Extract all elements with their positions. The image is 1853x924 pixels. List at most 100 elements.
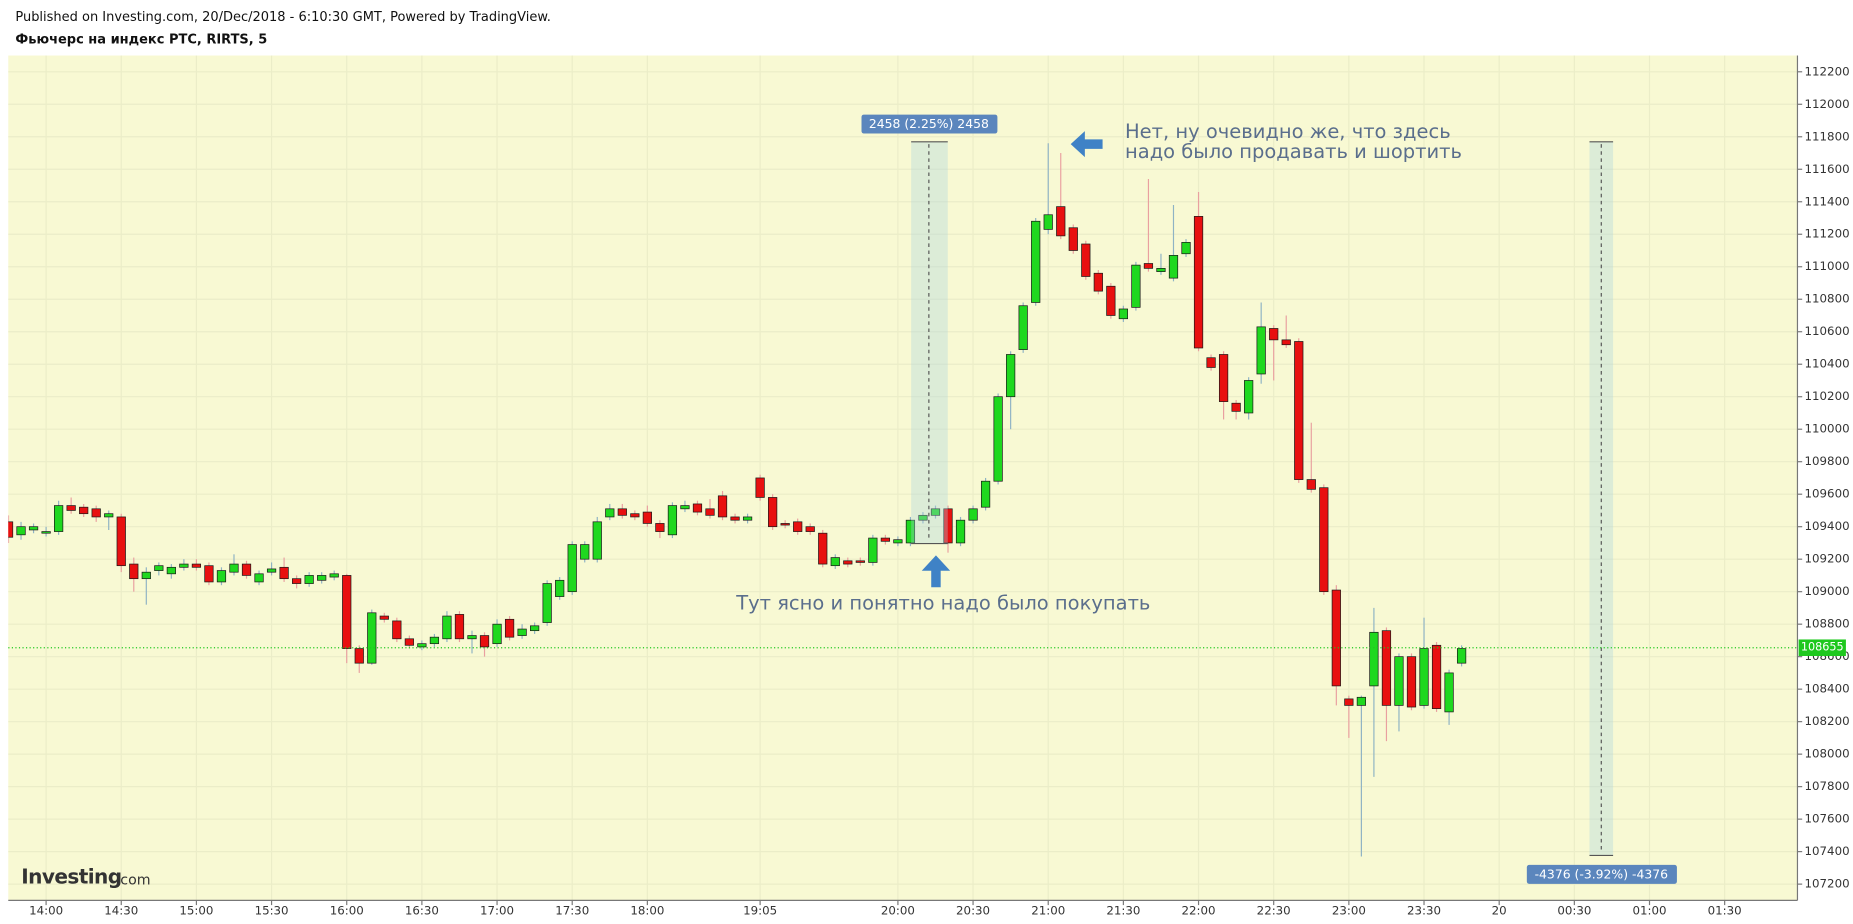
x-tick-label: 21:00 [1031, 904, 1065, 918]
candle-body [1018, 305, 1028, 350]
candle-body [166, 566, 176, 575]
buy-note: Тут ясно и понятно надо было покупать [735, 591, 1150, 614]
candle-body [1218, 354, 1229, 402]
grid [8, 55, 1798, 901]
candle-body [943, 508, 953, 544]
measure-label: -4376 (-3.92%) -4376 [1535, 866, 1669, 881]
published-line: Published on Investing.com, 20/Dec/2018 … [15, 10, 551, 25]
candle-body [179, 563, 189, 568]
y-tick-label: 109800 [1805, 454, 1850, 468]
candle-body [780, 523, 790, 526]
candle-body [1419, 648, 1429, 706]
candle-body [1093, 272, 1103, 292]
x-tick-label: 15:30 [255, 904, 289, 918]
candle-body [1056, 206, 1066, 237]
measure-down: -4376 (-3.92%) -4376 [1526, 141, 1677, 884]
x-tick-label: 14:00 [29, 904, 63, 918]
last-price-label: 108655 [1801, 641, 1844, 654]
candle-body [843, 560, 853, 565]
candle-body [442, 615, 452, 640]
candle-body [905, 519, 916, 544]
candle-body [793, 521, 803, 532]
x-tick-label: 20:00 [881, 904, 915, 918]
candle-body [16, 526, 26, 536]
candle-body [930, 508, 941, 516]
y-tick-label: 108400 [1805, 682, 1850, 696]
measure-tag [1526, 864, 1677, 884]
candle-body [104, 513, 114, 518]
candle-body [642, 511, 652, 524]
candle-body [880, 537, 890, 542]
candle-body [1319, 487, 1329, 593]
y-tick-label: 108800 [1805, 617, 1850, 631]
candle-body [216, 570, 227, 583]
candle-body [204, 565, 214, 583]
candle-body [1256, 326, 1266, 375]
candle-body [1406, 656, 1417, 708]
candle-body [379, 615, 389, 620]
candle-body [1106, 285, 1116, 316]
candle-body [1181, 242, 1191, 255]
candle-body [54, 505, 64, 532]
candle-body [1231, 402, 1241, 412]
candle-body [329, 573, 339, 578]
candle-body [1006, 354, 1016, 398]
candle-body [918, 514, 928, 521]
y-tick-label: 109400 [1805, 519, 1850, 533]
y-tick-label: 112200 [1805, 64, 1850, 78]
candle-body [1081, 243, 1091, 277]
candle-body [855, 560, 865, 563]
y-tick-label: 111400 [1805, 194, 1850, 208]
candle-body [655, 523, 665, 532]
measure-label: 2458 (2.25%) 2458 [869, 116, 989, 131]
candle-body [454, 614, 465, 640]
candle-body [955, 519, 966, 544]
y-tick-label: 108200 [1805, 714, 1850, 728]
candle-body [129, 563, 139, 580]
candle-body [342, 575, 352, 649]
y-tick-label: 111600 [1805, 162, 1850, 176]
candle-body [717, 495, 728, 518]
candle-body [517, 628, 527, 636]
y-tick-label: 109000 [1805, 584, 1850, 598]
arrow-up [921, 555, 951, 588]
candle-body [667, 505, 678, 536]
x-tick-label: 22:30 [1257, 904, 1291, 918]
candle-body [1143, 263, 1154, 269]
candle-body [692, 503, 703, 513]
candle-body [1306, 479, 1316, 490]
candle-body [241, 563, 252, 576]
x-tick-label: 19:05 [743, 904, 777, 918]
candle-body [1431, 644, 1442, 710]
candle-body [1356, 696, 1366, 706]
candles [8, 143, 1467, 857]
y-tick-label: 111000 [1805, 259, 1850, 273]
x-tick-label: 20:30 [956, 904, 990, 918]
candle-body [1294, 341, 1304, 480]
logo-suffix: .com [116, 872, 151, 888]
candle-body [893, 539, 903, 544]
x-tick-label: 17:00 [480, 904, 514, 918]
y-tick-label: 107800 [1805, 779, 1850, 793]
candle-body [492, 623, 502, 645]
candle-body [1269, 328, 1279, 341]
candle-body [392, 620, 402, 640]
candle-body [292, 578, 302, 584]
candle-body [605, 508, 615, 518]
candle-body [66, 505, 76, 511]
candle-body [592, 521, 602, 560]
candle-body [742, 516, 753, 521]
candle-body [818, 532, 828, 565]
candle-body [868, 537, 878, 563]
plot-area [8, 55, 1798, 901]
candle-body [41, 531, 51, 534]
candle-body [993, 396, 1003, 482]
candle-body [1118, 308, 1128, 320]
y-tick-label: 110200 [1805, 389, 1850, 403]
candle-body [805, 526, 815, 532]
y-tick-label: 107200 [1805, 877, 1850, 891]
candle-body [1331, 589, 1341, 687]
x-tick-label: 16:30 [405, 904, 439, 918]
